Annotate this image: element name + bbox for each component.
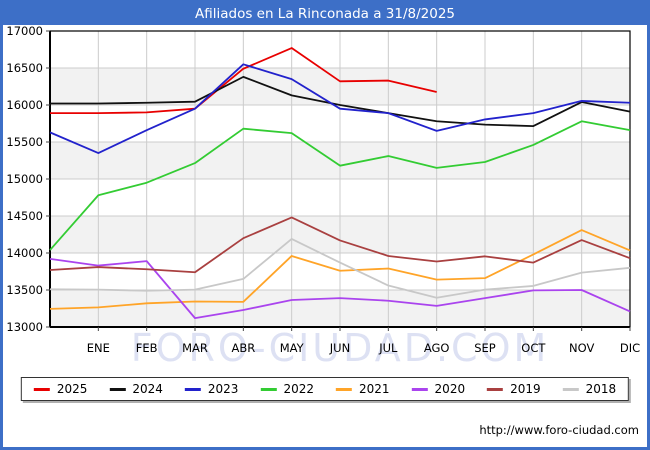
y-axis-label: 16000 <box>6 98 43 112</box>
x-axis-label: FEB <box>136 341 158 355</box>
legend-label: 2020 <box>434 382 466 396</box>
series-line-2020 <box>49 258 631 320</box>
legend-label: 2025 <box>56 382 88 396</box>
x-axis-label: JUN <box>329 341 350 355</box>
legend-item-2025: 2025 <box>33 382 88 396</box>
y-axis-label: 17000 <box>6 24 43 38</box>
legend-swatch-2025 <box>33 387 50 391</box>
y-axis-label: 13000 <box>6 320 43 334</box>
series-line-2025 <box>50 47 437 115</box>
y-axis-label: 15500 <box>6 135 43 149</box>
y-axis-label: 15000 <box>6 172 43 186</box>
legend-label: 2021 <box>359 382 390 396</box>
y-axis-label: 14500 <box>6 209 43 223</box>
x-axis-label: ENE <box>87 341 110 355</box>
legend-item-2022: 2022 <box>260 382 314 396</box>
footer-link[interactable]: http://www.foro-ciudad.com <box>479 423 639 437</box>
legend-item-2019: 2019 <box>487 382 541 396</box>
chart-title: Afiliados en La Rinconada a 31/8/2025 <box>3 3 647 25</box>
legend-label: 2024 <box>132 382 163 396</box>
legend-item-2020: 2020 <box>411 382 466 396</box>
legend-swatch-2021 <box>336 387 352 391</box>
watermark: FORO-CIUDAD.COM <box>131 326 550 370</box>
legend-item-2024: 2024 <box>109 382 163 396</box>
legend-item-2023: 2023 <box>184 382 239 396</box>
y-axis-label: 14000 <box>6 246 43 260</box>
x-axis-label: AGO <box>424 341 450 355</box>
x-axis-label: OCT <box>521 341 546 355</box>
legend-swatch-2018 <box>562 387 579 391</box>
legend-swatch-2023 <box>184 387 201 391</box>
x-axis-label: ABR <box>231 341 255 355</box>
x-axis-label: NOV <box>569 341 594 355</box>
legend-swatch-2020 <box>411 387 428 391</box>
series-line-2018 <box>49 238 631 299</box>
y-axis-label: 16500 <box>6 61 43 75</box>
legend-label: 2022 <box>283 382 314 396</box>
legend-item-2018: 2018 <box>562 382 617 396</box>
chart-legend: 2025 2024 2023 2022 2021 2020 2019 2018 <box>20 377 630 401</box>
x-axis-label: SEP <box>474 341 496 355</box>
series-line-2023 <box>49 63 631 155</box>
y-axis-label: 13500 <box>6 283 43 297</box>
legend-swatch-2019 <box>487 387 504 391</box>
chart-svg: FORO-CIUDAD.COM 13000 13500 14000 14500 15000… <box>6 24 640 370</box>
x-axis-label: MAR <box>182 341 208 355</box>
x-axis-label: DIC <box>620 341 640 355</box>
legend-label: 2019 <box>510 382 541 396</box>
x-axis-label: JUL <box>378 341 398 355</box>
legend-swatch-2022 <box>260 387 277 391</box>
series-line-2022 <box>49 120 631 251</box>
series-line-2021 <box>49 229 631 310</box>
series-line-2024 <box>50 75 631 127</box>
series-line-2019 <box>49 216 631 274</box>
legend-label: 2018 <box>585 382 617 396</box>
legend-swatch-2024 <box>109 387 126 391</box>
x-axis-label: MAY <box>280 341 305 355</box>
legend-label: 2023 <box>207 382 239 396</box>
chart-plot-area: FORO-CIUDAD.COM 13000 13500 14000 14500 15000… <box>3 3 647 447</box>
legend-item-2021: 2021 <box>336 382 390 396</box>
